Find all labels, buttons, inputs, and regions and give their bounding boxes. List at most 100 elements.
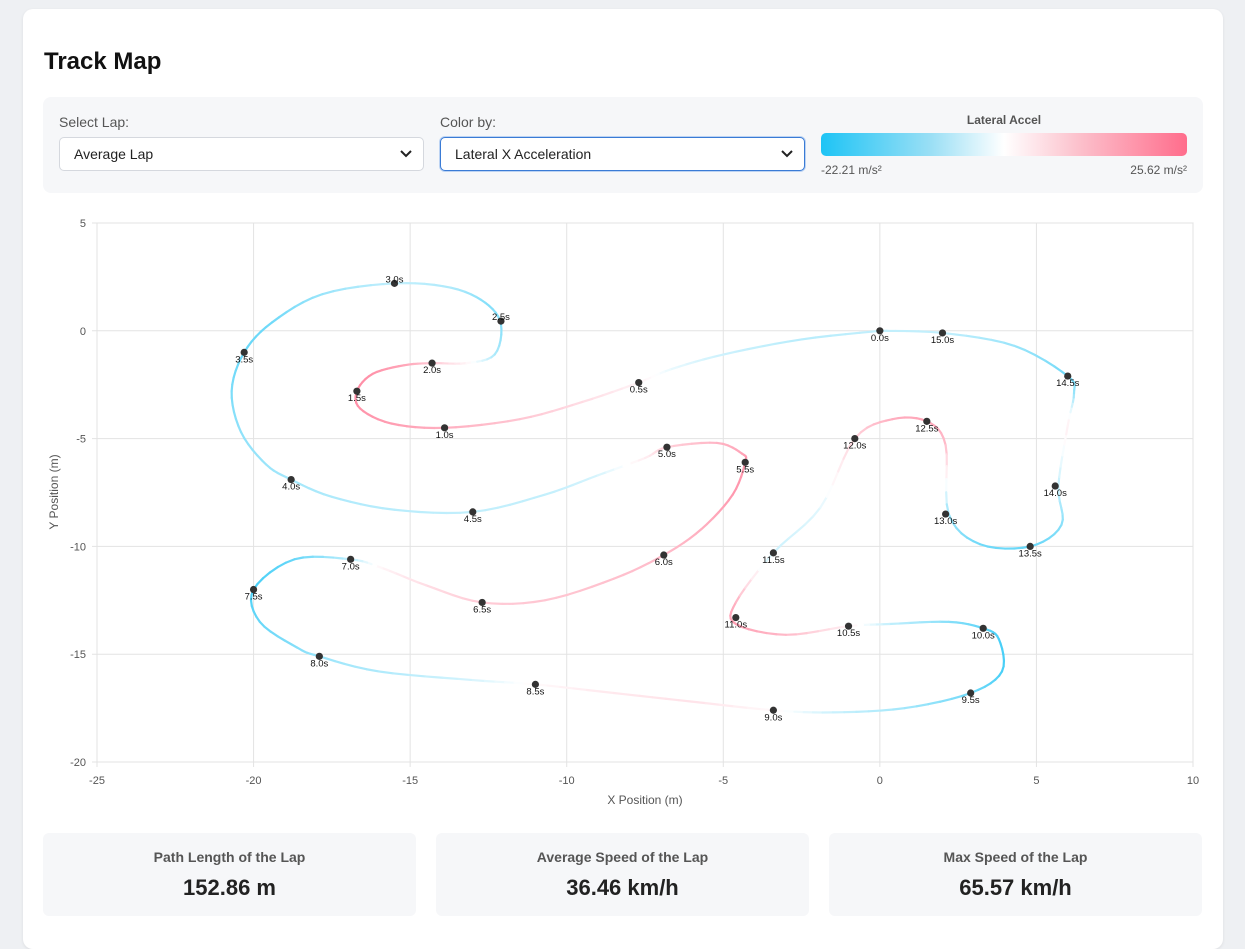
track-path-segment <box>1015 346 1026 350</box>
track-path-segment <box>485 508 498 511</box>
track-path-segment <box>905 706 917 708</box>
track-path-segment <box>556 595 568 598</box>
track-path-segment <box>818 629 829 631</box>
track-path-segment <box>748 708 761 709</box>
time-marker-label: 10.0s <box>972 630 995 641</box>
time-marker-label: 3.0s <box>386 274 404 285</box>
track-path-segment <box>402 576 409 579</box>
time-marker-label: 6.0s <box>655 557 673 568</box>
plot-frame <box>97 223 1193 762</box>
track-path-segment <box>1066 426 1068 435</box>
track-path-segment <box>677 365 685 367</box>
track-path-segment <box>366 669 378 671</box>
track-path-segment <box>295 302 304 307</box>
track-path-segment <box>555 488 564 491</box>
track-path-segment <box>978 687 985 690</box>
track-path-segment <box>393 673 409 675</box>
track-path-segment <box>345 664 355 667</box>
track-path-segment <box>592 583 603 587</box>
track-path-segment <box>694 360 703 363</box>
track-path-segment <box>631 460 638 463</box>
track-path-segment <box>332 497 341 500</box>
track-path-segment <box>453 595 463 598</box>
time-marker-label: 4.5s <box>464 514 482 525</box>
time-marker-label: 15.0s <box>931 335 954 346</box>
time-marker-label: 8.0s <box>310 658 328 669</box>
track-path-segment <box>358 285 371 287</box>
track-path-segment <box>788 339 801 341</box>
time-marker-label: 6.5s <box>473 604 491 615</box>
time-marker-label: 4.0s <box>282 482 300 493</box>
time-marker-label: 1.5s <box>348 393 366 404</box>
track-path-segment <box>748 629 757 631</box>
track-path-segment <box>383 508 395 509</box>
time-marker-label: 14.0s <box>1044 488 1067 499</box>
track-path-segment <box>322 291 333 294</box>
track-path-segment <box>523 602 534 603</box>
track-path-segment <box>407 426 416 427</box>
track-path-segment <box>600 692 613 693</box>
track-path-segment <box>946 445 947 454</box>
track-path-segment <box>581 478 589 481</box>
track-path-segment <box>988 546 997 547</box>
track-path-segment <box>775 342 789 344</box>
track-path-segment <box>278 563 286 567</box>
track-path-segment <box>881 710 893 711</box>
track-path-segment <box>355 667 366 670</box>
track-path-segment <box>451 288 458 290</box>
track-path-segment <box>671 547 678 551</box>
track-path-segment <box>316 491 324 494</box>
track-path-segment <box>1061 455 1063 466</box>
track-path-segment <box>395 573 402 576</box>
track-path-segment <box>459 679 473 680</box>
track-path-segment <box>745 579 751 588</box>
track-path-segment <box>684 538 690 542</box>
track-path-segment <box>952 696 962 699</box>
track-path-segment <box>515 683 525 684</box>
time-marker-label: 7.0s <box>342 561 360 572</box>
track-path-segment <box>443 592 452 595</box>
time-marker-label: 2.0s <box>423 365 441 376</box>
track-path-segment <box>572 402 582 405</box>
track-path-segment <box>682 444 691 445</box>
track-path-segment <box>351 502 361 504</box>
x-tick-label: -5 <box>718 775 728 787</box>
track-path-segment <box>285 641 292 645</box>
track-path-segment <box>456 426 468 427</box>
track-path-segment <box>929 702 941 704</box>
track-path-segment <box>1054 366 1062 371</box>
track-path-segment <box>279 312 286 317</box>
track-path-segment <box>372 506 383 508</box>
track-path-segment <box>723 352 735 355</box>
track-path-segment <box>560 687 573 688</box>
track-path-segment <box>303 298 312 302</box>
track-path-segment <box>1062 445 1064 456</box>
track-path-segment <box>966 336 979 338</box>
y-tick-label: -5 <box>76 434 86 446</box>
time-marker-label: 12.0s <box>843 441 866 452</box>
track-path-segment <box>399 425 407 426</box>
track-path-segment <box>379 671 393 673</box>
track-path-segment <box>766 633 776 634</box>
track-path-segment <box>443 678 459 679</box>
time-marker-label: 0.0s <box>871 333 889 344</box>
track-path-segment <box>856 711 868 712</box>
track-path-segment <box>534 495 545 498</box>
stat-max-speed: Max Speed of the Lap 65.57 km/h <box>829 833 1202 916</box>
track-path-segment <box>410 579 418 582</box>
track-path-segment <box>495 682 505 683</box>
track-path-segment <box>434 588 443 591</box>
track-path-segment <box>495 421 508 423</box>
track-path-segment <box>287 307 295 312</box>
track-path-segment <box>303 557 313 558</box>
track-path-segment <box>946 492 947 504</box>
track-path-segment <box>796 633 807 634</box>
track-path-segment <box>345 287 358 289</box>
track-path-segment <box>846 333 860 334</box>
track-path-segment <box>692 702 706 704</box>
track-path-segment <box>1064 434 1066 444</box>
stat-average-speed: Average Speed of the Lap 36.46 km/h <box>436 833 809 916</box>
time-marker-label: 7.5s <box>245 592 263 603</box>
track-path-segment <box>323 557 333 558</box>
track-path-segment <box>443 286 451 288</box>
